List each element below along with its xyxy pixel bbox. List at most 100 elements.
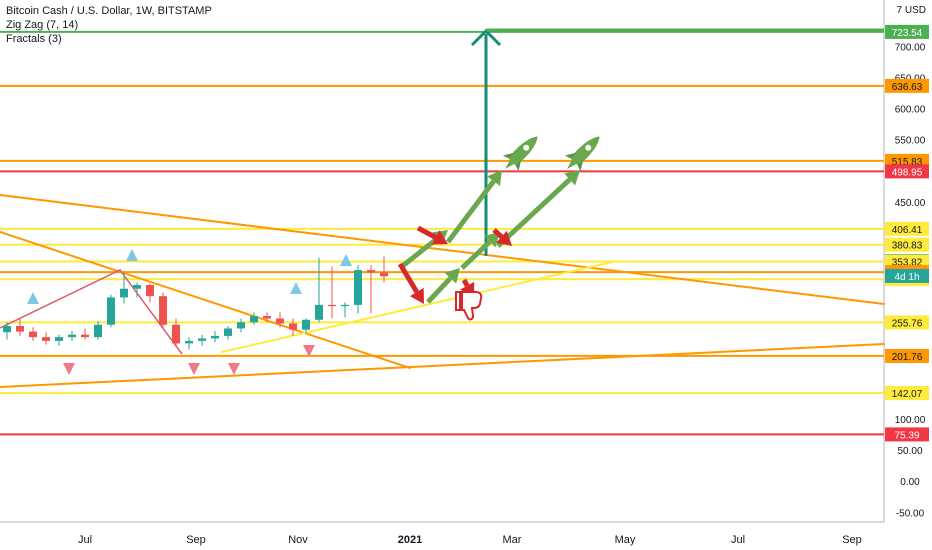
price-label-text: 723.54 (892, 28, 923, 39)
candle-body-1 (16, 325, 24, 332)
rocket-icon-2 (564, 136, 600, 172)
price-label-box (885, 237, 929, 252)
candle-body-5 (68, 334, 76, 338)
green-arrow-5-head (564, 170, 580, 186)
fractal-up-3 (340, 254, 352, 266)
candle-body-24 (315, 304, 323, 320)
candle-body-6 (81, 334, 89, 338)
price-label-box (885, 78, 929, 93)
ascending-trendline-yellow (221, 261, 613, 353)
price-label-box (885, 254, 929, 269)
price-label-text: 75.39 (894, 430, 919, 441)
x-tick-label: May (615, 534, 636, 546)
price-label-box (885, 24, 929, 39)
zigzag-line (0, 269, 183, 355)
candle-body-7 (94, 324, 102, 338)
y-tick-label: 550.00 (895, 136, 926, 147)
candle-body-26 (341, 304, 349, 307)
candle-body-14 (185, 340, 193, 344)
red-arrow-3-head (496, 230, 512, 246)
green-arrow-4-shaft (460, 239, 492, 270)
y-tick-label: 0.00 (900, 477, 920, 488)
y-tick-label: 100.00 (895, 415, 926, 426)
fractal-down-0 (63, 363, 75, 375)
price-label-text: 142.07 (892, 389, 923, 400)
candle-body-10 (133, 284, 141, 289)
countdown-label: 4d 1h (894, 272, 919, 283)
symbol-title[interactable]: Bitcoin Cash / U.S. Dollar, 1W, BITSTAMP (6, 5, 212, 17)
red-arrow-1-head (409, 287, 424, 304)
price-label-text: 353.82 (892, 258, 923, 269)
x-tick-label: 2021 (398, 534, 422, 546)
descending-trendline-upper (0, 194, 885, 305)
price-label-text: 380.83 (892, 241, 923, 252)
y-tick-label: 50.00 (897, 446, 922, 457)
fractal-down-2 (228, 363, 240, 375)
x-tick-label: Sep (842, 534, 862, 546)
candle-body-23 (302, 319, 310, 330)
x-tick-label: Jul (78, 534, 92, 546)
candle-body-28 (367, 270, 375, 273)
candle-body-21 (276, 318, 284, 324)
candle-body-2 (29, 331, 37, 338)
fractals-indicator-label[interactable]: Fractals (3) (6, 33, 62, 45)
fractal-up-1 (126, 249, 138, 261)
green-arrow-3-head (444, 268, 460, 284)
y-tick-label: -50.00 (896, 508, 925, 519)
candle-body-20 (263, 316, 271, 319)
fractal-up-2 (290, 282, 302, 294)
price-label-box (885, 348, 929, 363)
fractal-down-3 (303, 345, 315, 357)
candle-body-11 (146, 284, 154, 297)
red-arrow-2-shaft (416, 225, 437, 240)
price-label-text: 255.76 (892, 318, 923, 329)
candle-body-12 (159, 296, 167, 325)
y-tick-label: 700.00 (895, 43, 926, 54)
x-tick-label: Jul (731, 534, 745, 546)
price-label-box (885, 221, 929, 236)
red-arrow-2-head (431, 230, 448, 245)
green-arrow-2-shaft (446, 179, 496, 244)
price-label-text: 498.95 (892, 167, 923, 178)
y-tick-label: 450.00 (895, 198, 926, 209)
candle-body-25 (328, 304, 336, 307)
price-label-text: 636.63 (892, 82, 923, 93)
candle-body-29 (380, 272, 388, 277)
candle-body-16 (211, 335, 219, 339)
candle-body-13 (172, 324, 180, 344)
candle-body-9 (120, 288, 128, 298)
candle-body-18 (237, 322, 245, 329)
candle-body-17 (224, 328, 232, 336)
fractal-up-0 (27, 292, 39, 304)
candle-body-8 (107, 297, 115, 325)
x-tick-label: Nov (288, 534, 308, 546)
green-arrow-3-shaft (426, 276, 453, 304)
candle-body-3 (42, 337, 50, 341)
ascending-trendline-orange (0, 343, 885, 388)
thumbs-down-icon (455, 291, 483, 321)
fractal-down-1 (188, 363, 200, 375)
price-label-box (885, 164, 929, 179)
candle-body-15 (198, 338, 206, 341)
candle-body-27 (354, 270, 362, 305)
rocket-icon-1 (502, 136, 538, 172)
x-tick-label: Sep (186, 534, 206, 546)
zigzag-indicator-label[interactable]: Zig Zag (7, 14) (6, 19, 79, 31)
countdown-box (885, 268, 929, 283)
descending-trendline-lower (0, 231, 411, 369)
chart-legend: Bitcoin Cash / U.S. Dollar, 1W, BITSTAMP… (6, 4, 212, 46)
green-arrow-4-head (484, 232, 500, 248)
candle-body-19 (250, 316, 258, 323)
x-tick-label: Mar (503, 534, 522, 546)
currency-label: 7 USD (896, 5, 926, 16)
price-label-box (885, 386, 929, 401)
red-arrow-1-shaft (397, 262, 419, 294)
candle-body-22 (289, 323, 297, 330)
price-label-text: 201.76 (892, 352, 923, 363)
price-label-box (885, 315, 929, 330)
red-arrow-3-shaft (492, 228, 504, 239)
green-arrow-5-shaft (496, 177, 572, 248)
candle-body-0 (3, 325, 11, 333)
red-arrow-4-shaft (461, 278, 470, 287)
